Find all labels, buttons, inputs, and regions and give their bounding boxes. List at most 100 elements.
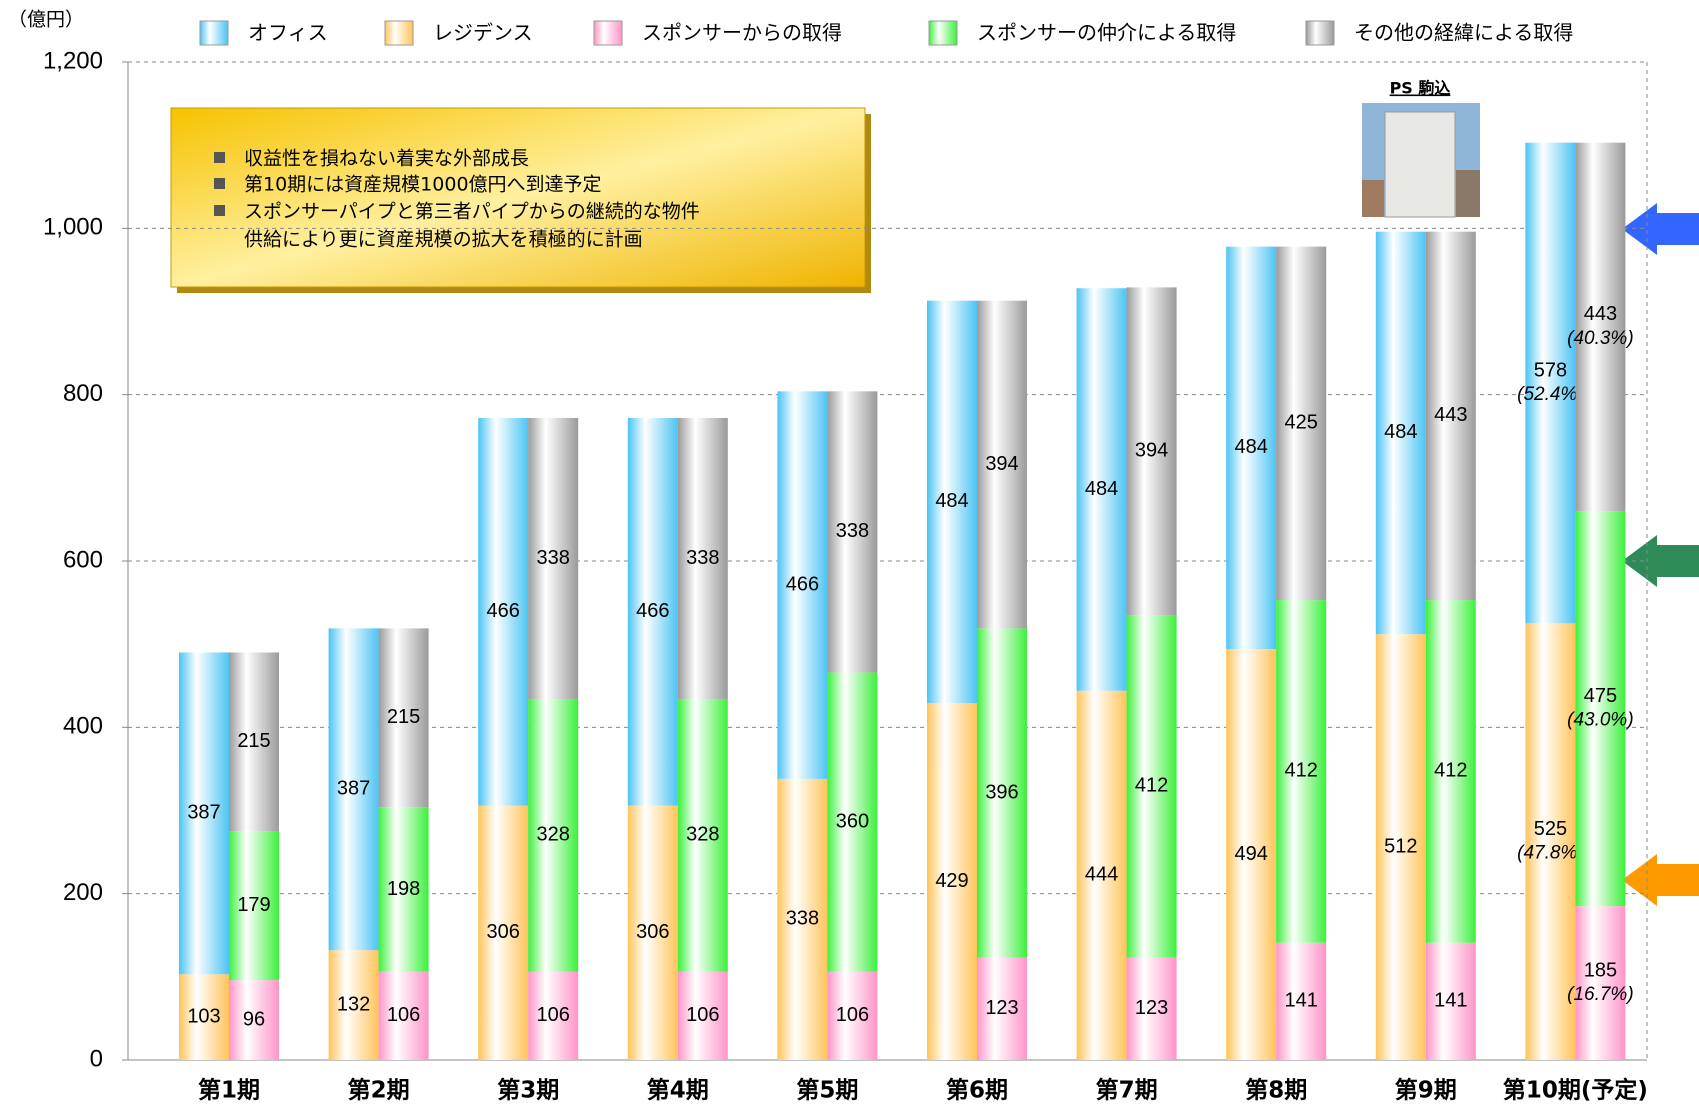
x-tick-label: 第2期	[348, 1077, 410, 1104]
y-tick-label: 200	[63, 879, 103, 906]
data-label: 475	[1584, 685, 1617, 707]
x-tick-label: 第1期	[198, 1077, 260, 1104]
data-label: 387	[337, 778, 370, 800]
data-label: 484	[1235, 436, 1268, 458]
share-label: (52.4%)	[1517, 384, 1584, 405]
chart: （億円） 収益性を損ねない着実な外部成長 第10期には資産規模1000億円へ到達…	[0, 0, 1699, 1112]
x-tick-label: 第5期	[796, 1077, 858, 1104]
data-label: 141	[1285, 990, 1318, 1012]
data-label: 396	[985, 781, 1018, 803]
data-label: 141	[1434, 990, 1467, 1012]
data-label: 412	[1434, 760, 1467, 782]
bar-segment	[1575, 511, 1625, 906]
data-label: 123	[985, 997, 1018, 1019]
data-label: 179	[237, 894, 270, 916]
data-label: 466	[786, 573, 819, 595]
legend-label: レジデンス	[433, 21, 533, 45]
legend-label: スポンサーの仲介による取得	[977, 21, 1236, 45]
bar-segment	[1575, 906, 1625, 1060]
y-tick-label: 600	[63, 546, 103, 573]
data-label: 215	[387, 706, 420, 728]
y-tick-label: 0	[90, 1045, 103, 1072]
x-tick-label: 第9期	[1395, 1077, 1457, 1104]
note-line: スポンサーパイプと第三者パイプからの継続的な物件	[244, 201, 700, 223]
share-label: (43.0%)	[1567, 710, 1634, 731]
bullet	[214, 152, 225, 163]
data-label: 198	[387, 878, 420, 900]
data-label: 360	[836, 810, 869, 832]
data-label: 338	[836, 520, 869, 542]
x-tick-label: 第6期	[946, 1077, 1008, 1104]
data-label: 185	[1584, 959, 1617, 981]
note-box: 収益性を損ねない着実な外部成長 第10期には資産規模1000億円へ到達予定 スポ…	[171, 108, 871, 293]
data-label: 425	[1285, 412, 1318, 434]
x-tick-label: 第7期	[1096, 1077, 1158, 1104]
legend-label: その他の経緯による取得	[1354, 21, 1573, 45]
data-label: 412	[1135, 775, 1168, 797]
share-label: (16.7%)	[1567, 984, 1634, 1005]
data-label: 338	[686, 547, 719, 569]
data-label: 525	[1534, 818, 1567, 840]
photo-house	[1456, 170, 1480, 217]
x-tick-label: 第3期	[497, 1077, 559, 1104]
share-label: (40.3%)	[1567, 328, 1634, 349]
data-label: 306	[636, 921, 669, 943]
legend-swatch	[594, 21, 622, 45]
y-tick-label: 800	[63, 380, 103, 407]
x-tick-label: 第4期	[647, 1077, 709, 1104]
data-label: 394	[1135, 440, 1168, 462]
data-label: 412	[1285, 760, 1318, 782]
data-label: 466	[487, 600, 520, 622]
data-label: 484	[935, 490, 968, 512]
photo-house	[1362, 180, 1384, 217]
data-label: 106	[537, 1004, 570, 1026]
arrow-marker	[1622, 854, 1699, 906]
note-line: 供給により更に資産規模の拡大を積極的に計画	[244, 229, 643, 251]
bar-segment	[1575, 143, 1625, 511]
data-label: 106	[836, 1004, 869, 1026]
data-label: 328	[686, 824, 719, 846]
y-tick-label: 1,200	[43, 47, 103, 74]
note-panel	[171, 108, 865, 287]
data-label: 484	[1384, 421, 1417, 443]
data-label: 215	[237, 730, 270, 752]
note-line: 収益性を損ねない着実な外部成長	[244, 148, 529, 170]
legend-label: スポンサーからの取得	[642, 21, 842, 45]
data-label: 512	[1384, 835, 1417, 857]
data-label: 106	[686, 1004, 719, 1026]
unit-label: （億円）	[8, 9, 84, 31]
x-tick-label: 第8期	[1245, 1077, 1307, 1104]
y-tick-label: 400	[63, 713, 103, 740]
data-label: 96	[243, 1008, 265, 1030]
bar-segment	[1525, 143, 1575, 624]
legend-swatch	[200, 21, 228, 45]
legend-label: オフィス	[248, 21, 328, 45]
photo-caption: PS 駒込	[1390, 79, 1451, 98]
photo-building	[1385, 112, 1455, 217]
data-label: 132	[337, 993, 370, 1015]
data-label: 103	[187, 1005, 220, 1027]
data-label: 466	[636, 600, 669, 622]
data-label: 494	[1235, 843, 1268, 865]
legend-swatch	[385, 21, 413, 45]
data-label: 338	[786, 908, 819, 930]
photo: PS 駒込	[1362, 79, 1480, 218]
data-label: 444	[1085, 864, 1118, 886]
data-label: 306	[487, 921, 520, 943]
data-label: 106	[387, 1004, 420, 1026]
arrow-marker	[1622, 203, 1699, 255]
data-label: 387	[187, 802, 220, 824]
data-label: 443	[1434, 404, 1467, 426]
note-line: 第10期には資産規模1000億円へ到達予定	[244, 174, 602, 196]
data-label: 394	[985, 453, 1018, 475]
legend-swatch	[1306, 21, 1334, 45]
data-label: 443	[1584, 303, 1617, 325]
legend-swatch	[929, 21, 957, 45]
y-tick-label: 1,000	[43, 214, 103, 241]
data-label: 429	[935, 870, 968, 892]
bullet	[214, 178, 225, 189]
data-label: 328	[537, 824, 570, 846]
data-label: 123	[1135, 997, 1168, 1019]
data-label: 484	[1085, 478, 1118, 500]
x-tick-label: 第10期(予定)	[1503, 1077, 1648, 1104]
